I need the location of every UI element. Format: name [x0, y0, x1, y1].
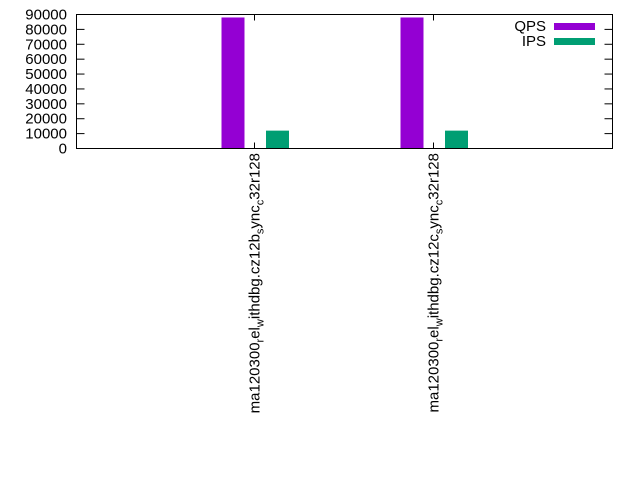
x-label-part: 32r128 — [247, 153, 264, 200]
y-tick-label: 60000 — [25, 51, 67, 68]
y-tick-label: 80000 — [25, 21, 67, 38]
bar-qps-1 — [221, 17, 245, 149]
x-label-subscript: w — [255, 319, 267, 328]
x-label-part: ync — [247, 205, 264, 229]
y-tick-label: 40000 — [25, 81, 67, 98]
x-tick-label: ma120300relwithdbg.cz12csyncc32r128 — [426, 153, 446, 413]
legend-label-ips: IPS — [522, 33, 546, 50]
x-label-part: ma120300 — [426, 342, 443, 413]
x-tick-label: ma120300relwithdbg.cz12bsyncc32r128 — [247, 153, 267, 413]
x-label-part: el — [426, 326, 443, 338]
x-label-subscript: c — [255, 199, 267, 205]
legend-swatch-ips — [554, 38, 595, 45]
x-label-part: ync — [426, 205, 443, 229]
y-tick-label: 90000 — [25, 7, 67, 24]
bar-qps-2 — [400, 17, 424, 149]
x-label-part: ithdbg.cz12c — [426, 234, 443, 319]
legend-swatch-qps — [554, 23, 595, 30]
x-label-subscript: r — [434, 338, 446, 342]
plot-frame — [76, 14, 613, 149]
y-tick-label: 50000 — [25, 66, 67, 83]
y-tick-label: 70000 — [25, 36, 67, 53]
y-tick-label: 30000 — [25, 96, 67, 113]
x-label-subscript: w — [434, 318, 446, 327]
legend-label-qps: QPS — [514, 18, 546, 35]
y-axis-ticks: 0100002000030000400005000060000700008000… — [25, 7, 613, 158]
x-label-subscript: s — [434, 228, 446, 234]
bar-ips-1 — [266, 130, 289, 149]
x-label-subscript: c — [434, 199, 446, 205]
x-label-part: el — [247, 327, 264, 339]
x-label-subscript: r — [255, 338, 267, 342]
y-tick-label: 0 — [59, 141, 67, 158]
y-tick-label: 10000 — [25, 126, 67, 143]
x-label-subscript: s — [255, 228, 267, 234]
x-axis-labels: ma120300relwithdbg.cz12bsyncc32r128ma120… — [247, 153, 446, 413]
x-label-part: ithdbg.cz12b — [247, 234, 264, 319]
bar-ips-2 — [445, 130, 468, 149]
x-label-part: 32r128 — [426, 153, 443, 200]
bars — [221, 14, 468, 149]
x-label-part: ma120300 — [247, 342, 264, 413]
y-tick-label: 20000 — [25, 111, 67, 128]
